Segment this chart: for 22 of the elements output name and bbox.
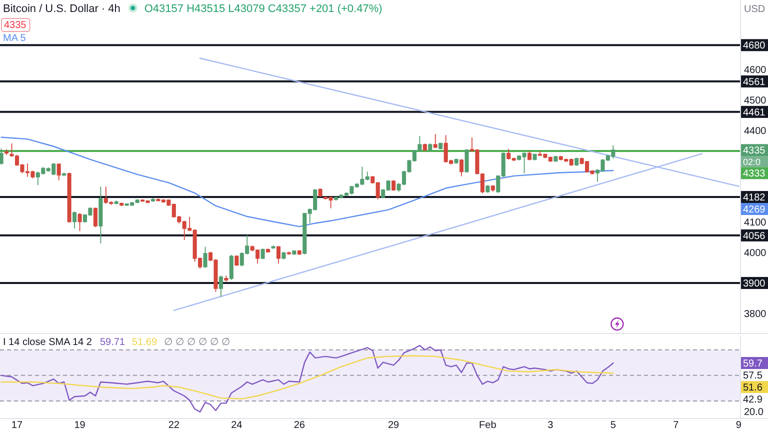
x-tick-label: 29 [388, 420, 400, 431]
x-tick-label: 3 [548, 420, 554, 431]
annotation: 59.71 [100, 337, 126, 348]
x-tick-label: Feb [479, 420, 497, 431]
annotation: ∅ ∅ ∅ ∅ ∅ ∅ [164, 337, 230, 348]
x-tick-label: 22 [168, 420, 180, 431]
y-tick-label: 3800 [744, 308, 767, 320]
chart-title: I 14 close SMA 14 2 [3, 337, 92, 348]
text: 51.6 [743, 382, 763, 394]
annotation: 51.69 [132, 337, 158, 348]
text: 42.9 [743, 394, 763, 406]
x-tick-label: 5 [610, 420, 616, 431]
x-tick-label: 19 [74, 420, 86, 431]
x-tick-label: 7 [673, 420, 680, 431]
candlestick [0, 148, 4, 166]
text: 59.7 [743, 358, 763, 370]
text: 20.0 [744, 407, 764, 418]
x-tick-label: 24 [231, 420, 243, 431]
text: 57.5 [743, 370, 763, 382]
x-tick-label: 26 [294, 420, 306, 431]
x-tick-label: 17 [11, 420, 23, 431]
x-tick-label: 9 [736, 420, 742, 431]
